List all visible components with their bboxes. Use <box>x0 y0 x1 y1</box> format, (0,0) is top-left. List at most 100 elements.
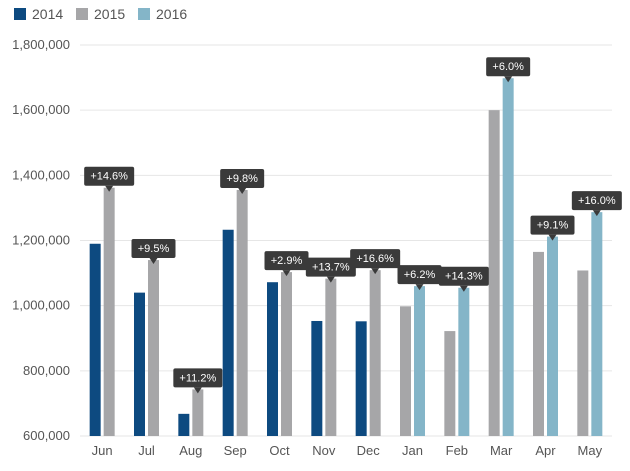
bar-jul-2015[interactable] <box>148 260 159 436</box>
x-tick-label: Mar <box>490 443 513 458</box>
callout-label: +9.1% <box>537 220 569 232</box>
y-tick-label: 1,800,000 <box>12 37 70 52</box>
bar-mar-2015[interactable] <box>488 110 500 437</box>
bar-feb-2016[interactable] <box>458 287 470 436</box>
legend-swatch <box>138 8 150 20</box>
y-tick-label: 1,400,000 <box>12 167 70 182</box>
callout-pointer <box>459 285 468 292</box>
x-tick-label: Aug <box>179 443 202 458</box>
bar-oct-2015[interactable] <box>281 272 292 436</box>
legend-swatch <box>76 8 88 20</box>
bar-jan-2015[interactable] <box>400 306 411 436</box>
bar-apr-2016[interactable] <box>547 236 558 436</box>
callout-dec: +16.6% <box>350 249 401 275</box>
callout-pointer <box>504 76 513 83</box>
x-tick-label: Dec <box>357 443 381 458</box>
legend-label: 2015 <box>94 6 125 22</box>
callout-pointer <box>238 187 247 194</box>
callout-apr: +9.1% <box>530 215 575 241</box>
bar-jan-2016[interactable] <box>414 286 425 436</box>
y-tick-label: 1,000,000 <box>12 298 70 313</box>
callout-pointer <box>193 387 202 394</box>
callout-label: +16.6% <box>356 253 394 265</box>
x-tick-label: Apr <box>535 443 556 458</box>
callout-box <box>264 251 309 271</box>
bar-oct-2014[interactable] <box>267 282 278 436</box>
callout-box <box>397 265 442 285</box>
bar-dec-2014[interactable] <box>355 321 367 436</box>
callout-pointer <box>105 185 114 192</box>
y-tick-label: 1,200,000 <box>12 233 70 248</box>
bar-sep-2015[interactable] <box>236 189 248 436</box>
callout-jan: +6.2% <box>397 265 442 291</box>
bar-feb-2015[interactable] <box>444 331 456 436</box>
callout-box <box>486 57 531 77</box>
x-tick-label: Feb <box>446 443 468 458</box>
legend[interactable]: 2014 2015 2016 <box>14 6 187 22</box>
callout-box <box>350 249 401 269</box>
x-tick-label: Jul <box>138 443 155 458</box>
legend-label: 2014 <box>32 6 63 22</box>
y-tick-label: 600,000 <box>23 428 70 443</box>
callout-box <box>571 191 622 211</box>
callout-mar: +6.0% <box>486 57 531 83</box>
callout-aug: +11.2% <box>173 368 223 394</box>
bar-aug-2014[interactable] <box>178 413 190 436</box>
callout-label: +6.0% <box>492 61 524 73</box>
bar-aug-2015[interactable] <box>192 389 204 436</box>
callout-box <box>84 166 135 186</box>
bar-sep-2014[interactable] <box>222 229 234 436</box>
callout-label: +9.5% <box>138 243 170 255</box>
callout-pointer <box>282 270 291 277</box>
callout-pointer <box>415 284 424 291</box>
bar-mar-2016[interactable] <box>502 78 514 437</box>
callout-oct: +2.9% <box>264 251 309 277</box>
bars <box>89 78 603 437</box>
callout-label: +6.2% <box>404 269 436 281</box>
callout-box <box>131 239 176 259</box>
callouts: +14.6% +9.5% +11.2% +9.8% +2.9% +13.7% +16.6% +… <box>84 57 622 394</box>
legend-swatch <box>14 8 26 20</box>
callout-label: +9.8% <box>226 173 258 185</box>
callout-label: +14.6% <box>90 171 128 183</box>
y-tick-label: 1,600,000 <box>12 102 70 117</box>
bar-jun-2014[interactable] <box>89 243 101 436</box>
callout-label: +13.7% <box>312 262 350 274</box>
bar-apr-2015[interactable] <box>533 251 544 436</box>
legend-item-2014[interactable]: 2014 <box>14 6 63 22</box>
callout-pointer <box>592 210 601 217</box>
callout-pointer <box>326 276 335 283</box>
legend-label: 2016 <box>156 6 187 22</box>
bar-may-2016[interactable] <box>591 212 603 436</box>
callout-box <box>438 266 489 286</box>
x-tick-label: Nov <box>312 443 336 458</box>
legend-item-2016[interactable]: 2016 <box>138 6 187 22</box>
x-tick-label: Oct <box>269 443 290 458</box>
callout-jul: +9.5% <box>131 239 176 265</box>
callout-box <box>220 168 265 188</box>
callout-pointer <box>548 234 557 241</box>
callout-box <box>173 368 223 388</box>
legend-item-2015[interactable]: 2015 <box>76 6 125 22</box>
bar-jul-2014[interactable] <box>134 292 145 436</box>
callout-label: +2.9% <box>271 255 303 267</box>
callout-label: +16.0% <box>578 195 616 207</box>
callout-jun: +14.6% <box>84 166 135 192</box>
callout-label: +14.3% <box>445 271 483 283</box>
bar-nov-2015[interactable] <box>325 278 337 436</box>
x-tick-label: Jan <box>402 443 423 458</box>
bar-nov-2014[interactable] <box>311 320 323 436</box>
x-tick-label: Jun <box>92 443 113 458</box>
callout-pointer <box>371 268 380 275</box>
y-axis: 600,000 800,000 1,000,000 1,200,000 1,400,00… <box>12 37 70 443</box>
x-tick-label: May <box>578 443 603 458</box>
bar-may-2015[interactable] <box>577 270 589 436</box>
callout-feb: +14.3% <box>438 266 489 292</box>
callout-nov: +13.7% <box>305 257 356 283</box>
bar-jun-2015[interactable] <box>103 187 115 436</box>
callout-pointer <box>149 258 158 265</box>
callout-box <box>530 215 575 235</box>
bar-dec-2015[interactable] <box>369 270 381 436</box>
